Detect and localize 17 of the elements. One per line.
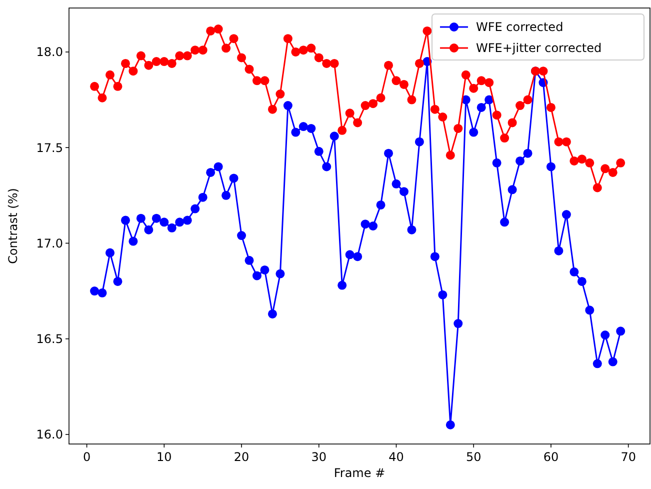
x-tick-label: 70 (620, 450, 636, 464)
x-tick-label: 50 (466, 450, 482, 464)
x-tick-label: 40 (388, 450, 404, 464)
x-tick-label: 20 (234, 450, 250, 464)
x-tick-label: 10 (156, 450, 172, 464)
legend-label: WFE corrected (476, 20, 564, 34)
x-axis-title: Frame # (334, 466, 386, 480)
y-tick-label: 16.5 (36, 332, 63, 346)
y-axis-title: Contrast (%) (6, 188, 20, 264)
y-tick-label: 16.0 (36, 428, 63, 442)
y-tick-label: 17.5 (36, 140, 63, 155)
y-tick-label: 17.0 (36, 236, 63, 250)
y-tick-label: 18.0 (36, 45, 63, 60)
x-tick-label: 30 (311, 450, 327, 464)
x-tick-label: 0 (82, 450, 91, 464)
legend-label: WFE+jitter corrected (476, 41, 602, 56)
x-tick-label: 60 (543, 450, 559, 464)
